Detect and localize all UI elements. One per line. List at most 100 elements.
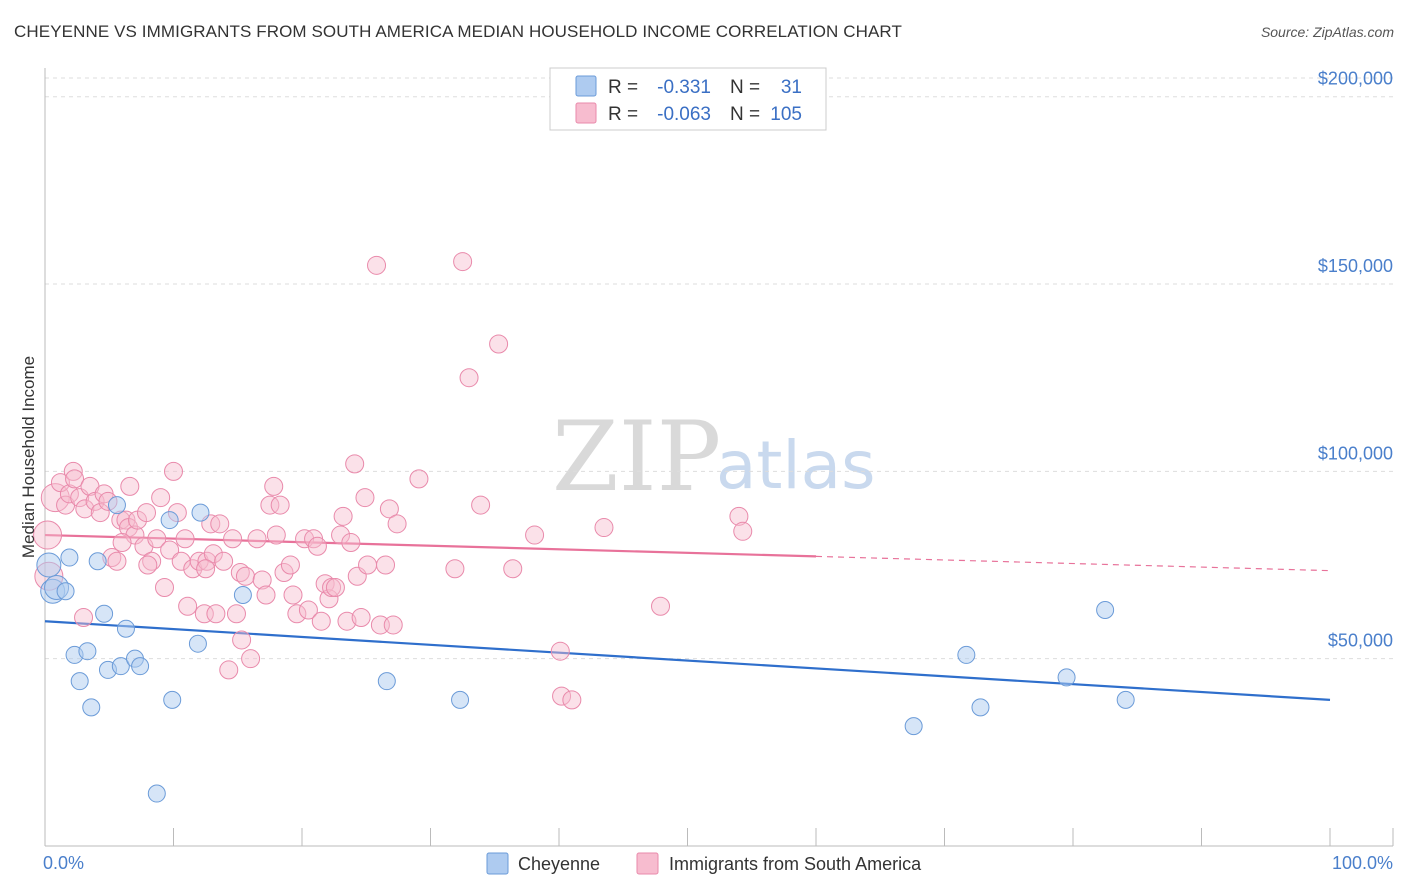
data-point-cheyenne [233, 585, 252, 604]
data-point-immigrants [283, 585, 303, 605]
series-cheyenne-points [36, 496, 1135, 803]
data-point-immigrants [178, 596, 198, 616]
legend-r-value-1: -0.331 [657, 77, 711, 98]
data-point-immigrants [142, 551, 162, 571]
data-point-immigrants [266, 525, 286, 545]
data-point-immigrants [733, 521, 753, 541]
data-point-immigrants [376, 555, 396, 575]
legend-r-label-2: R = [608, 104, 638, 125]
data-point-cheyenne [971, 698, 990, 717]
data-point-immigrants [226, 604, 246, 624]
data-point-immigrants [241, 649, 261, 669]
data-point-cheyenne [60, 548, 79, 567]
trend-line-immigrants [44, 533, 817, 558]
data-point-immigrants [459, 368, 479, 388]
data-point-immigrants [147, 529, 167, 549]
data-point-immigrants [74, 607, 94, 627]
data-point-cheyenne [1057, 668, 1076, 687]
data-point-cheyenne [111, 657, 130, 676]
data-point-immigrants [729, 506, 749, 526]
legend-n-label-1: N = [730, 77, 760, 98]
data-point-cheyenne [191, 503, 210, 522]
trend-lines [44, 533, 1331, 701]
data-point-immigrants [33, 520, 63, 550]
data-point-immigrants [274, 563, 294, 583]
data-point-immigrants [319, 589, 339, 609]
chart-source: Source: ZipAtlas.com [1260, 24, 1394, 40]
data-point-immigrants [164, 461, 183, 481]
series-immigrants-points [33, 252, 753, 710]
trend-line-cheyenne [44, 620, 1331, 701]
data-point-immigrants [331, 525, 351, 545]
watermark-zip: ZIP [552, 401, 721, 513]
data-point-immigrants [252, 570, 272, 590]
y-tick-label: $200,000 [1318, 69, 1393, 89]
data-point-immigrants [337, 611, 357, 631]
data-point-immigrants [206, 604, 226, 624]
data-point-immigrants [230, 563, 250, 583]
data-point-immigrants [287, 604, 307, 624]
chart-title: CHEYENNE VS IMMIGRANTS FROM SOUTH AMERIC… [14, 22, 902, 41]
data-point-immigrants [383, 615, 403, 635]
data-point-immigrants [355, 488, 375, 508]
data-point-immigrants [270, 495, 290, 515]
legend-n-value-1: 31 [781, 77, 802, 98]
data-point-immigrants [552, 686, 572, 706]
data-point-cheyenne [1096, 600, 1115, 619]
data-point-immigrants [367, 255, 387, 275]
data-point-immigrants [214, 551, 234, 571]
y-axis-label: Median Household Income [19, 356, 38, 558]
data-point-immigrants [325, 578, 345, 598]
data-point-cheyenne [904, 717, 923, 736]
data-point-cheyenne [95, 604, 114, 623]
data-point-cheyenne [1116, 690, 1135, 709]
data-point-cheyenne [56, 582, 75, 601]
bottom-legend-swatch-immigrants [636, 852, 659, 875]
data-point-immigrants [210, 514, 230, 534]
data-point-cheyenne [36, 552, 62, 578]
data-point-immigrants [562, 690, 582, 710]
data-point-immigrants [341, 533, 361, 553]
data-point-cheyenne [163, 690, 182, 709]
data-point-immigrants [90, 503, 110, 523]
series-legend: Cheyenne Immigrants from South America [486, 852, 922, 875]
data-point-cheyenne [88, 552, 107, 571]
data-point-immigrants [298, 600, 318, 620]
y-tick-label: $150,000 [1318, 256, 1393, 276]
data-point-immigrants [137, 503, 157, 523]
data-point-immigrants [155, 578, 175, 598]
x-tick-label-min: 0.0% [43, 853, 84, 873]
data-point-immigrants [112, 533, 132, 553]
data-point-immigrants [235, 566, 255, 586]
data-point-cheyenne [131, 657, 150, 676]
data-point-cheyenne [451, 690, 470, 709]
data-point-immigrants [387, 514, 407, 534]
correlation-legend: R = -0.331 N = 31 R = -0.063 N = 105 [549, 67, 827, 131]
data-point-cheyenne [957, 645, 976, 664]
legend-n-label-2: N = [730, 104, 760, 125]
data-point-immigrants [203, 544, 223, 564]
data-point-cheyenne [188, 634, 207, 653]
data-point-immigrants [315, 574, 335, 594]
y-tick-label: $50,000 [1328, 631, 1393, 651]
data-point-immigrants [65, 469, 85, 489]
data-point-immigrants [550, 641, 570, 661]
data-point-immigrants [379, 499, 399, 519]
data-point-immigrants [311, 611, 331, 631]
data-point-immigrants [175, 529, 195, 549]
data-point-immigrants [223, 529, 243, 549]
y-tick-label: $100,000 [1318, 443, 1393, 463]
data-point-immigrants [196, 559, 216, 579]
data-point-immigrants [489, 334, 509, 354]
axes [44, 68, 1394, 847]
data-point-immigrants [256, 585, 276, 605]
data-point-immigrants [409, 469, 429, 489]
legend-n-value-2: 105 [770, 104, 802, 125]
data-point-immigrants [351, 607, 371, 627]
data-point-immigrants [333, 506, 353, 526]
bottom-legend-label-cheyenne: Cheyenne [518, 854, 600, 874]
data-point-cheyenne [70, 672, 89, 691]
data-point-immigrants [59, 484, 79, 504]
data-point-immigrants [120, 476, 140, 496]
